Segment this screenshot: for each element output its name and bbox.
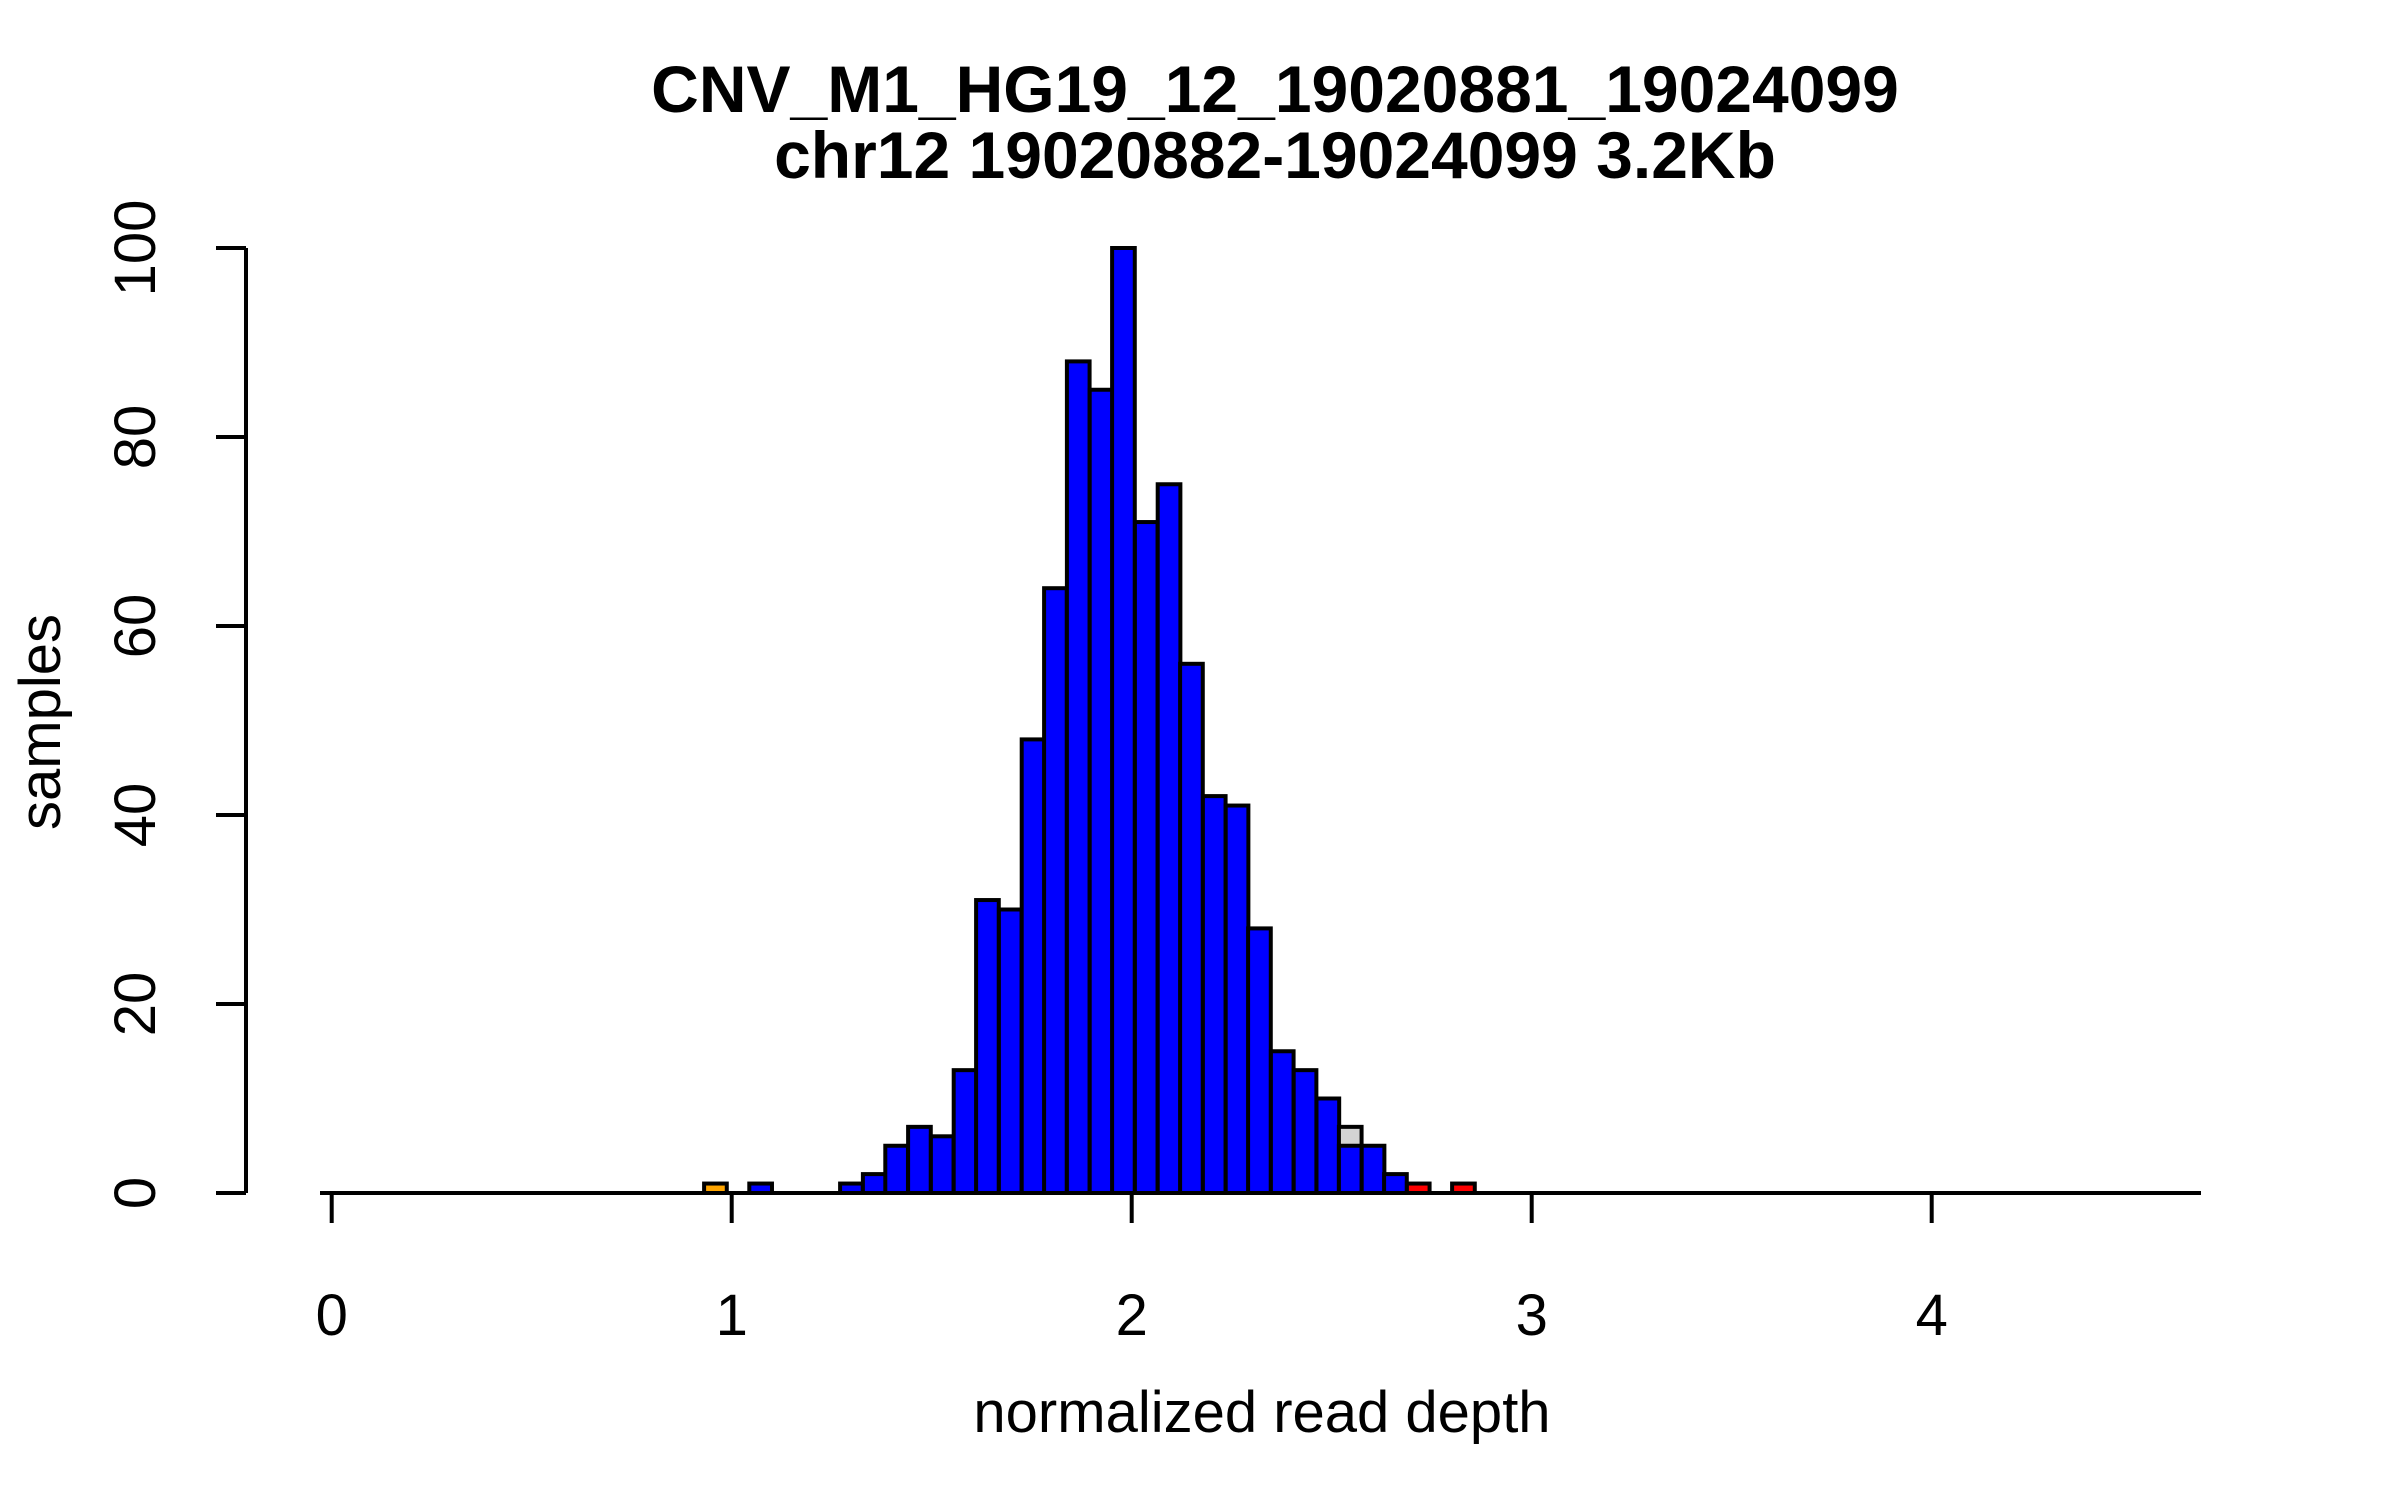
x-tick-label: 2 (1116, 1283, 1148, 1348)
axes-layer: 0 20 40 60 80 100 0 1 2 3 4 (103, 200, 2201, 1348)
x-tick-label: 3 (1516, 1283, 1548, 1348)
histogram-bar-blue (1019, 737, 1047, 1196)
histogram-bar-blue (906, 1124, 933, 1195)
x-tick-label: 1 (716, 1283, 748, 1348)
histogram-bar-blue (1200, 794, 1228, 1195)
plot-subtitle: chr12 19020882-19024099 3.2Kb (774, 118, 1776, 192)
y-tick-label: 80 (103, 405, 168, 470)
histogram-bar-blue (1268, 1049, 1296, 1195)
histogram-bar-blue (1246, 926, 1273, 1196)
histogram-bar-blue (974, 898, 1001, 1195)
histogram-bar-blue (1382, 1172, 1409, 1195)
y-tick-label: 40 (103, 783, 168, 848)
y-tick-label: 0 (103, 1177, 168, 1209)
histogram-bar-blue (1314, 1096, 1342, 1195)
histogram-bar-blue (928, 1134, 956, 1196)
histogram-bar-blue (747, 1181, 774, 1196)
y-axis-label: samples (8, 614, 73, 830)
x-tick-label: 0 (316, 1283, 348, 1348)
histogram-bar-blue (951, 1068, 979, 1196)
x-axis-label: normalized read depth (973, 1380, 1550, 1445)
histogram-bar-blue (883, 1143, 910, 1195)
histogram-bar-orange (702, 1181, 729, 1196)
histogram-bar-blue (1155, 482, 1183, 1195)
histogram-bar-red (1404, 1181, 1432, 1196)
y-tick-label: 20 (103, 972, 168, 1037)
histogram-bar-blue (1359, 1143, 1387, 1195)
bars-layer (702, 246, 1477, 1196)
y-tick-label: 60 (103, 594, 168, 659)
histogram-bar-red (1450, 1181, 1477, 1196)
histogram-bar-blue (1087, 387, 1115, 1195)
histogram-bar-blue (1132, 520, 1160, 1195)
histogram-bar-blue (1336, 1143, 1364, 1195)
histogram-bar-blue (860, 1172, 888, 1195)
histogram-bar-blue (1064, 359, 1092, 1195)
histogram-bar-blue (996, 907, 1024, 1195)
histogram-bar-blue (1223, 803, 1251, 1195)
histogram-bar-blue (1178, 661, 1205, 1195)
histogram-bar-blue (1042, 586, 1069, 1195)
histogram-bar-blue (1110, 246, 1137, 1195)
y-tick-label: 100 (103, 200, 168, 297)
x-tick-label: 4 (1916, 1283, 1948, 1348)
histogram-bar-blue (838, 1181, 865, 1196)
plot-title: CNV_M1_HG19_12_19020881_19024099 (651, 52, 1899, 126)
histogram-bar-blue (1291, 1068, 1319, 1196)
